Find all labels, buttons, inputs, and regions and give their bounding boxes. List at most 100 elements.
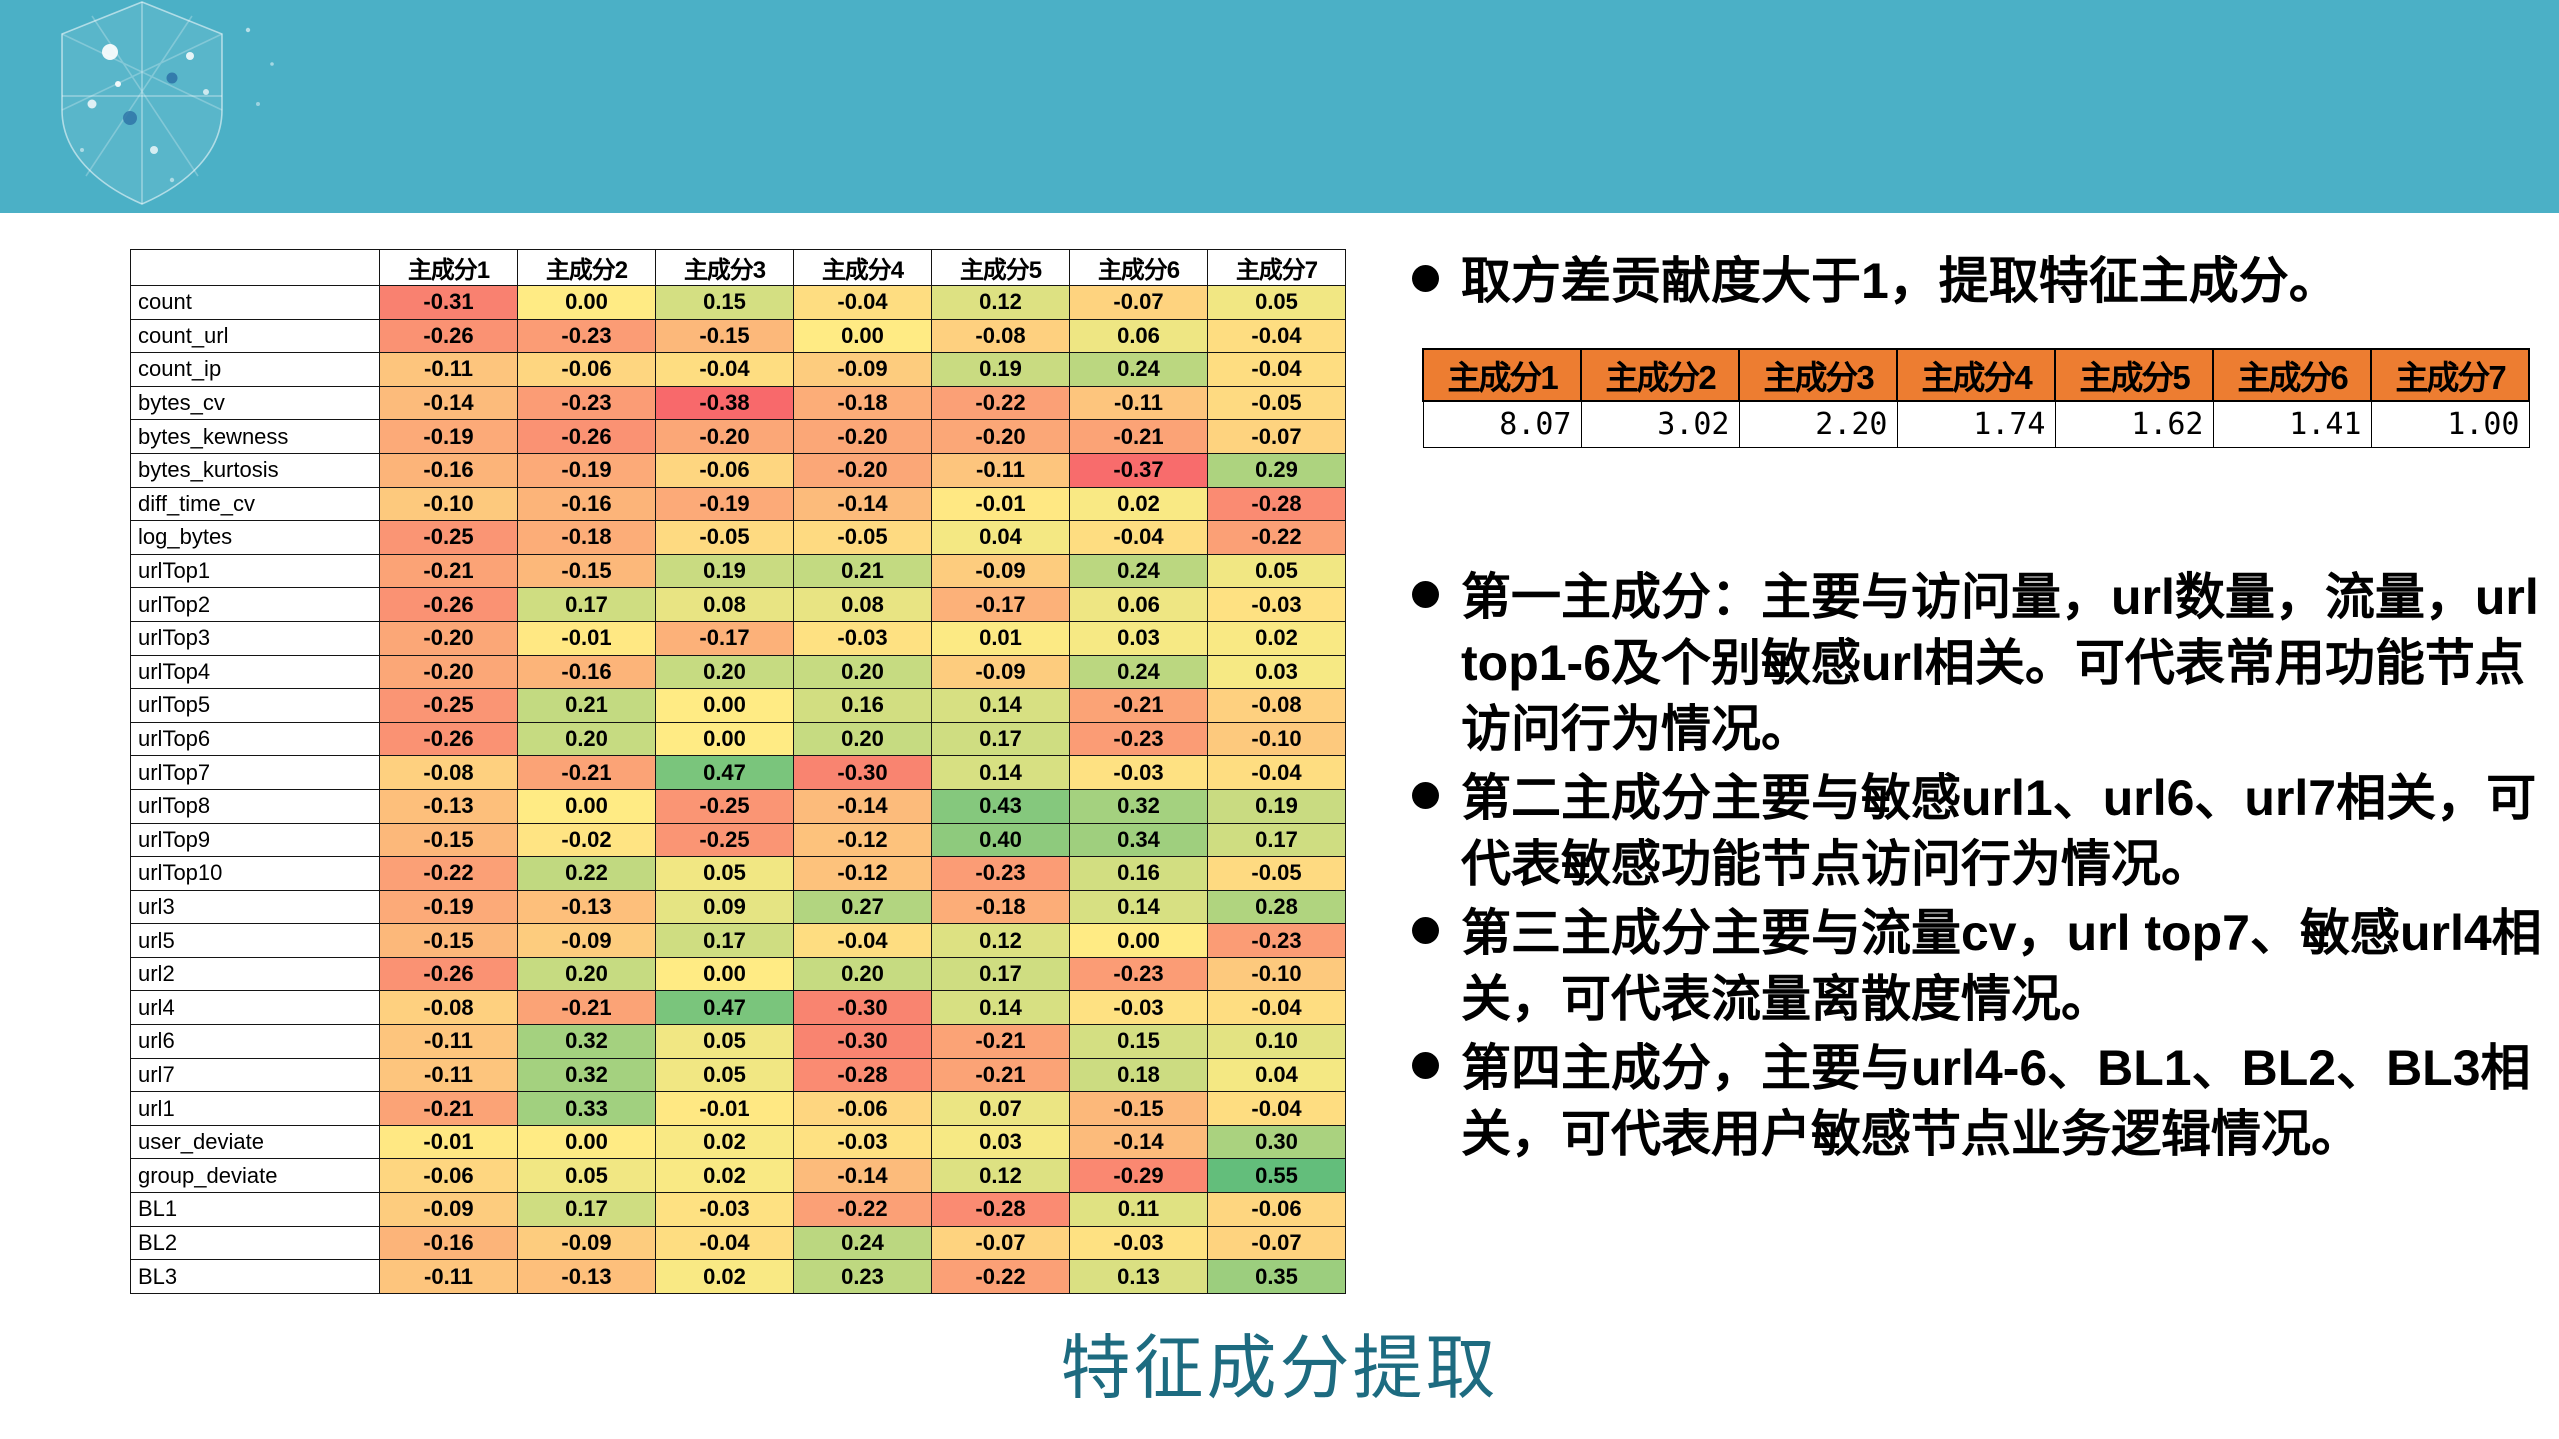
heatmap-cell: 0.00 (1069, 923, 1208, 958)
heatmap-cell: -0.21 (1069, 419, 1208, 454)
heatmap-cell: 0.02 (1207, 620, 1346, 656)
heatmap-cell: -0.09 (931, 654, 1070, 690)
heatmap-cell: 0.00 (655, 956, 794, 992)
heatmap-cell: -0.07 (1069, 285, 1208, 320)
heatmap-cell: 0.17 (931, 956, 1070, 992)
heatmap-cell: -0.14 (793, 1158, 932, 1194)
row-label: group_deviate (130, 1158, 380, 1194)
heatmap-cell: -0.25 (379, 520, 518, 555)
heatmap-cell: 0.20 (793, 721, 932, 757)
heatmap-cell: 0.12 (931, 923, 1070, 958)
heatmap-cell: -0.11 (379, 1259, 518, 1294)
heatmap-cell: 0.00 (655, 721, 794, 757)
row-label: count (130, 285, 380, 320)
heatmap-cell: -0.23 (1069, 721, 1208, 757)
bullet-dot-icon (1412, 1052, 1439, 1079)
heatmap-cell: -0.04 (1207, 755, 1346, 790)
pca-loadings-section: 主成分1 主成分2 主成分3 主成分4 主成分5 主成分6 主成分7 count -0.31 0.… (130, 249, 1346, 1294)
heatmap-cell: 0.24 (793, 1225, 932, 1261)
heatmap-row: bytes_kewness -0.19 -0.26 -0.20 -0.20 -0.20 -0… (130, 419, 1346, 454)
heatmap-cell: 0.20 (517, 956, 656, 992)
heatmap-cell: -0.18 (931, 889, 1070, 925)
column-header: 主成分4 (793, 249, 932, 286)
heatmap-cell: -0.14 (793, 788, 932, 824)
heatmap-cell: 0.29 (1207, 452, 1346, 488)
heatmap-row: urlTop4 -0.20 -0.16 0.20 0.20 -0.09 0.24 0.03 (130, 654, 1346, 690)
heatmap-cell: 0.32 (517, 1024, 656, 1059)
row-label: urlTop1 (130, 553, 380, 589)
row-label: bytes_kurtosis (130, 452, 380, 488)
heatmap-cell: -0.01 (379, 1124, 518, 1160)
heatmap-cell: 0.47 (655, 990, 794, 1026)
heatmap-cell: -0.23 (1069, 956, 1208, 992)
heatmap-cell: -0.20 (655, 419, 794, 454)
row-label: urlTop3 (130, 620, 380, 656)
row-label: count_url (130, 318, 380, 354)
row-label: count_ip (130, 352, 380, 387)
eigenvalue-table: 主成分1 主成分2 主成分3 主成分4 主成分5 主成分6 主成分7 8.07 3.02 2.20… (1422, 348, 2530, 448)
heatmap-cell: -0.19 (379, 889, 518, 925)
heatmap-cell: 0.21 (517, 688, 656, 723)
heatmap-cell: -0.06 (517, 352, 656, 387)
eigen-value-cell: 2.20 (1738, 400, 1898, 448)
heatmap-cell: -0.23 (1207, 923, 1346, 958)
heatmap-cell: -0.20 (379, 654, 518, 690)
heatmap-cell: 0.04 (1207, 1057, 1346, 1093)
row-label: diff_time_cv (130, 486, 380, 522)
heatmap-cell: -0.21 (1069, 688, 1208, 723)
row-label: BL3 (130, 1259, 380, 1294)
bullet-text: 第一主成分：主要与访问量，url数量，流量，url top1-6及个别敏感url… (1461, 569, 2539, 757)
eigen-value-cell: 8.07 (1422, 400, 1582, 448)
heatmap-cell: -0.18 (793, 385, 932, 421)
intro-bullet: 取方差贡献度大于1，提取特征主成分。 (1408, 248, 2548, 314)
heatmap-cell: 0.27 (793, 889, 932, 925)
header-band (0, 0, 2559, 213)
eigen-column-header: 主成分5 (2054, 348, 2214, 402)
heatmap-cell: -0.03 (1069, 755, 1208, 790)
heatmap-row: count -0.31 0.00 0.15 -0.04 0.12 -0.07 0.05 (130, 285, 1346, 320)
heatmap-cell: 0.14 (1069, 889, 1208, 925)
heatmap-cell: 0.47 (655, 755, 794, 790)
heatmap-cell: -0.20 (793, 419, 932, 454)
heatmap-cell: -0.09 (793, 352, 932, 387)
column-header: 主成分6 (1069, 249, 1208, 286)
heatmap-cell: -0.11 (379, 352, 518, 387)
heatmap-cell: 0.02 (655, 1158, 794, 1194)
eigen-column-header: 主成分4 (1896, 348, 2056, 402)
heatmap-cell: 0.23 (793, 1259, 932, 1294)
heatmap-header-row: 主成分1 主成分2 主成分3 主成分4 主成分5 主成分6 主成分7 (130, 249, 1346, 286)
heatmap-cell: 0.55 (1207, 1158, 1346, 1194)
heatmap-cell: -0.23 (931, 856, 1070, 891)
heatmap-cell: 0.03 (931, 1124, 1070, 1160)
heatmap-cell: 0.01 (931, 620, 1070, 656)
heatmap-cell: -0.09 (379, 1192, 518, 1227)
column-header: 主成分2 (517, 249, 656, 286)
row-label: user_deviate (130, 1124, 380, 1160)
heatmap-row: urlTop8 -0.13 0.00 -0.25 -0.14 0.43 0.32 0.19 (130, 788, 1346, 824)
eigen-value-cell: 1.00 (2370, 400, 2530, 448)
heatmap-cell: -0.15 (1069, 1091, 1208, 1126)
heatmap-cell: -0.14 (793, 486, 932, 522)
heatmap-cell: -0.04 (655, 1225, 794, 1261)
heatmap-row: log_bytes -0.25 -0.18 -0.05 -0.05 0.04 -0.04 -0… (130, 520, 1346, 555)
heatmap-row: count_url -0.26 -0.23 -0.15 0.00 -0.08 0.06 -0.… (130, 318, 1346, 354)
heatmap-cell: -0.22 (931, 385, 1070, 421)
heatmap-cell: -0.15 (517, 553, 656, 589)
heatmap-row: url2 -0.26 0.20 0.00 0.20 0.17 -0.23 -0.10 (130, 956, 1346, 992)
heatmap-cell: -0.11 (379, 1057, 518, 1093)
heatmap-cell: 0.22 (517, 856, 656, 891)
heatmap-cell: -0.26 (379, 318, 518, 354)
heatmap-cell: 0.16 (793, 688, 932, 723)
heatmap-cell: 0.24 (1069, 352, 1208, 387)
bullet-item: 第一主成分：主要与访问量，url数量，流量，url top1-6及个别敏感url… (1408, 564, 2548, 762)
heatmap-cell: -0.30 (793, 1024, 932, 1059)
heatmap-cell: -0.19 (379, 419, 518, 454)
heatmap-cell: 0.43 (931, 788, 1070, 824)
heatmap-cell: -0.04 (1207, 1091, 1346, 1126)
heatmap-cell: 0.05 (1207, 285, 1346, 320)
slide-title: 特征成分提取 (1060, 1329, 1499, 1407)
heatmap-cell: -0.03 (1207, 587, 1346, 622)
heatmap-cell: -0.19 (655, 486, 794, 522)
row-label: urlTop7 (130, 755, 380, 790)
bullet-item: 第二主成分主要与敏感url1、url6、url7相关，可代表敏感功能节点访问行为… (1408, 765, 2548, 897)
